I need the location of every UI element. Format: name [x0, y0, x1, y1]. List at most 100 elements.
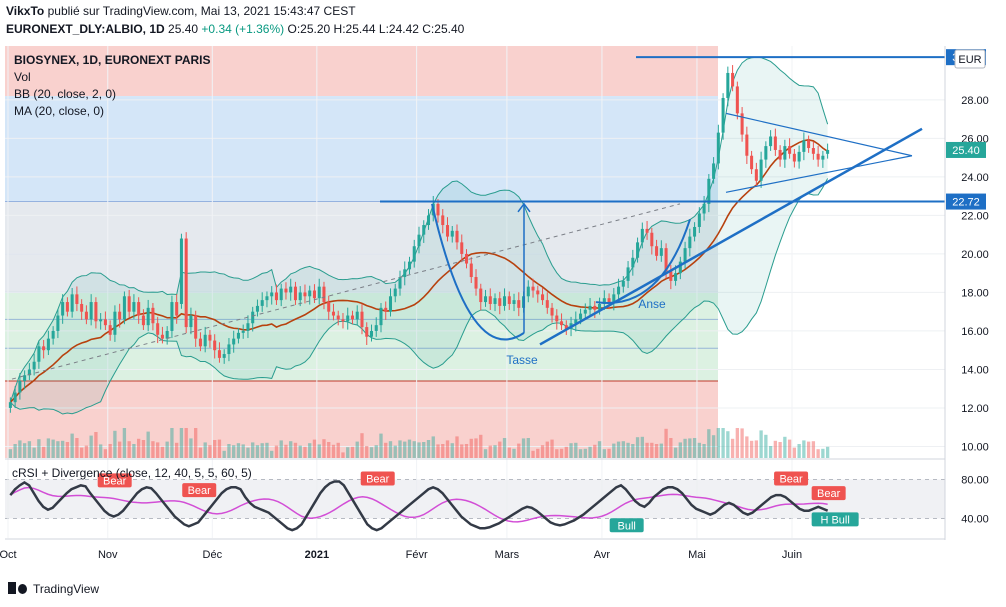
- candle-body: [721, 97, 725, 133]
- volume-bar: [526, 438, 530, 458]
- candle-body: [398, 277, 402, 289]
- candle-body: [617, 286, 621, 295]
- time-tick-8: Juin: [782, 549, 802, 561]
- candle-body: [336, 315, 340, 320]
- volume-bar: [265, 442, 269, 458]
- candle-body: [750, 155, 754, 170]
- last-price: 25.40: [168, 22, 199, 36]
- crsi-tag-1: Bear: [188, 485, 212, 497]
- volume-bar: [545, 441, 549, 458]
- candle-body: [740, 113, 744, 135]
- volume-bar: [388, 441, 393, 458]
- candle-body: [189, 315, 193, 328]
- volume-bar: [160, 446, 165, 458]
- candle-body: [579, 313, 583, 320]
- candle-body: [23, 375, 27, 381]
- volume-bar: [493, 445, 497, 458]
- time-axis[interactable]: Oct Nov Déc 2021 Févr Mars Avr Mai Juin: [0, 549, 802, 561]
- time-tick-2: Déc: [203, 549, 223, 561]
- volume-bar: [669, 438, 673, 458]
- volume-bar: [322, 439, 326, 458]
- candle-body: [560, 321, 564, 326]
- price-chart[interactable]: Bear Bear Bear Bull Bear Bear H Bull 10.00 12.0…: [0, 40, 1006, 580]
- candle-body: [65, 302, 69, 312]
- volume-bar: [683, 438, 687, 458]
- volume-bar: [393, 445, 397, 458]
- candle-body: [194, 315, 198, 339]
- volume-bar: [597, 441, 602, 458]
- grey-zone: [5, 201, 718, 293]
- volume-bar: [593, 444, 597, 458]
- candle-body: [208, 334, 212, 341]
- volume-bar: [787, 439, 792, 458]
- symbol-name: EURONEXT_DLY:ALBIO, 1D: [6, 22, 165, 36]
- volume-bar: [726, 431, 730, 458]
- author-name: VikxTo: [6, 4, 45, 18]
- volume-bar: [108, 444, 112, 458]
- candle-body: [536, 290, 540, 295]
- volume-bar: [407, 439, 412, 458]
- volume-bar: [564, 446, 568, 458]
- volume-bar: [716, 428, 721, 458]
- volume-bar: [179, 428, 184, 458]
- candle-body: [289, 286, 293, 293]
- candle-body: [716, 132, 720, 164]
- candle-body: [203, 334, 207, 347]
- volume-bar: [350, 446, 355, 458]
- volume-bar: [184, 428, 188, 458]
- volume-bar: [426, 440, 431, 458]
- time-tick-5: Mars: [495, 549, 520, 561]
- volume-bar: [464, 444, 469, 458]
- volume-bar: [127, 441, 131, 458]
- candle-body: [593, 305, 597, 310]
- candle-body: [255, 305, 259, 312]
- candle-body: [455, 230, 459, 243]
- crsi-tag-box-4: [774, 471, 809, 486]
- volume-bar: [436, 444, 440, 458]
- volume-bar: [802, 440, 806, 458]
- volume-bar: [327, 442, 331, 458]
- volume-bar: [194, 428, 198, 458]
- candle-body: [94, 302, 98, 322]
- volume-bar: [89, 435, 93, 458]
- volume-bar: [37, 439, 41, 458]
- blue-zone: [5, 96, 718, 202]
- candle-body: [778, 149, 782, 160]
- price-tick-1: 12.00: [961, 403, 989, 415]
- candle-body: [369, 330, 374, 337]
- candle-body: [683, 248, 687, 262]
- triangle-bottom: [725, 155, 913, 193]
- handle-curve: [595, 218, 691, 304]
- volume-bar: [222, 450, 226, 458]
- candle-body: [360, 311, 364, 328]
- candle-body: [122, 296, 126, 320]
- legend-bollinger: BB (20, close, 2, 0): [14, 87, 116, 101]
- candle-body: [417, 234, 421, 247]
- volume-bar: [498, 441, 502, 458]
- volume-bar: [612, 443, 616, 458]
- volume-bar: [8, 449, 13, 458]
- candle-body: [365, 327, 369, 337]
- volume-bar: [721, 428, 725, 458]
- triangle-top: [725, 112, 913, 157]
- volume-bar: [602, 449, 606, 458]
- candle-body: [659, 248, 663, 256]
- volume-bar: [137, 438, 141, 458]
- candle-body: [127, 296, 131, 312]
- candle-body: [498, 298, 502, 306]
- volume-bar: [308, 443, 312, 458]
- volume-bar: [41, 446, 46, 458]
- candle-body: [156, 323, 160, 335]
- candle-body: [764, 146, 768, 160]
- volume-bar: [293, 442, 298, 458]
- candle-body: [56, 315, 60, 331]
- candle-body: [531, 286, 535, 291]
- volume-bar: [298, 445, 302, 458]
- candles: [8, 65, 830, 413]
- candle-body: [118, 311, 122, 320]
- crsi-indicator: Bear Bear Bear Bull Bear Bear H Bull: [5, 471, 945, 533]
- crsi-tick-1: 80.00: [961, 475, 989, 487]
- currency-button[interactable]: [954, 49, 986, 69]
- candle-body: [788, 146, 792, 154]
- price-axis[interactable]: 10.00 12.00 14.00 16.00 18.00 20.00 22.00 24.00…: [961, 95, 989, 526]
